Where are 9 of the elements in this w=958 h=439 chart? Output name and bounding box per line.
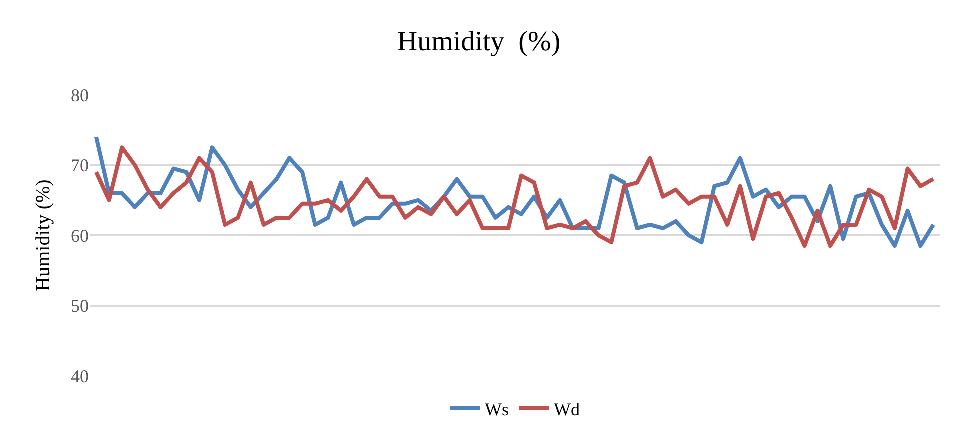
y-axis-title: Humidity (%) <box>32 180 54 292</box>
legend-label: Ws <box>485 399 509 420</box>
y-tick-label: 50 <box>71 296 89 316</box>
y-tick-label: 60 <box>71 226 89 246</box>
chart-title: Humidity (%) <box>397 26 561 58</box>
y-tick-label: 70 <box>71 156 89 176</box>
y-tick-label: 40 <box>71 366 89 386</box>
legend-label: Wd <box>554 399 580 420</box>
y-tick-label: 80 <box>71 85 89 106</box>
